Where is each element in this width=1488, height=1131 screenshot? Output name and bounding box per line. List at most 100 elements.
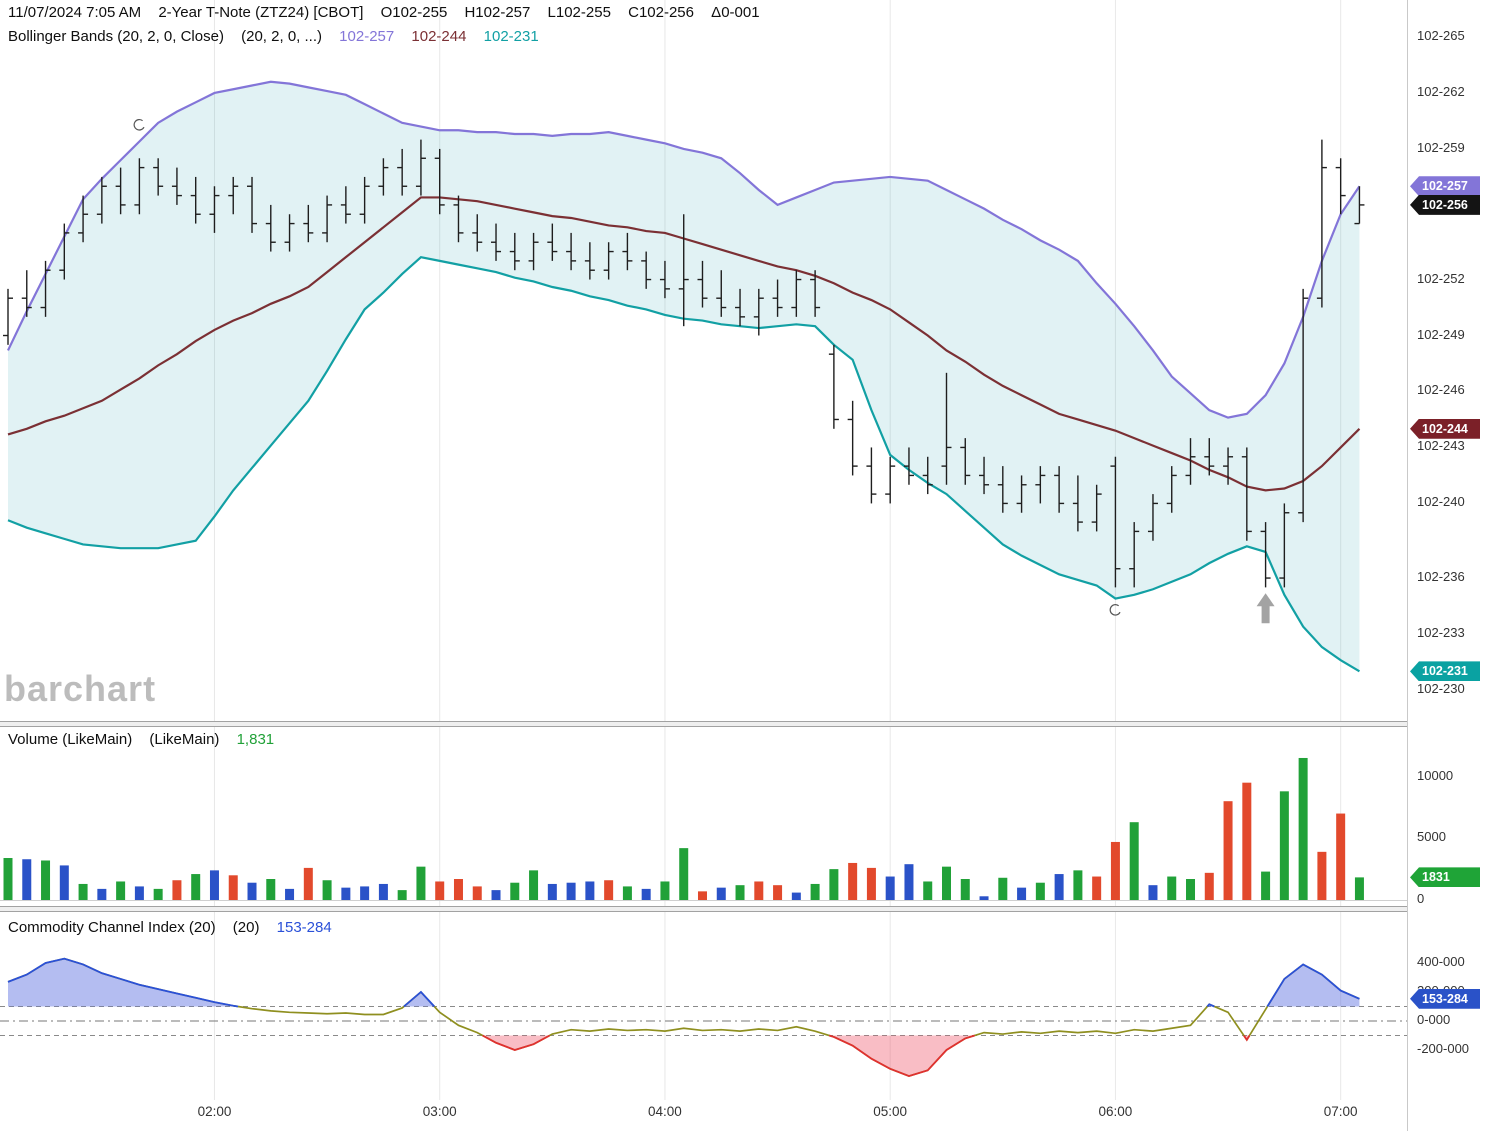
volume-bar xyxy=(848,862,858,900)
ohlc-bar xyxy=(678,214,689,327)
arc-marker xyxy=(1109,604,1121,616)
cci-line xyxy=(7,957,1360,1077)
cci-legend-params: (20) xyxy=(232,919,260,936)
ohlc-bar xyxy=(1316,139,1327,308)
ohlc-bar xyxy=(472,214,483,252)
volume-bar xyxy=(1336,813,1346,900)
quote-symbol: 2-Year T-Note (ZTZ24) [CBOT] xyxy=(158,4,364,21)
price-tick-label: 102-243 xyxy=(1417,438,1465,454)
bollinger-legend: Bollinger Bands (20, 2, 0, Close) (20, 2… xyxy=(8,28,552,45)
volume-bar xyxy=(1110,841,1120,900)
bollinger-upper-line xyxy=(7,80,1361,419)
volume-bar xyxy=(735,885,745,900)
time-label: 07:00 xyxy=(1323,1104,1358,1119)
volume-bar xyxy=(209,870,219,900)
volume-bar xyxy=(660,881,670,900)
ohlc-bar xyxy=(190,176,201,224)
ohlc-bar xyxy=(1279,503,1290,588)
volume-bar xyxy=(547,883,557,900)
ohlc-bar xyxy=(509,232,520,271)
ohlc-bar xyxy=(134,158,145,215)
volume-bar xyxy=(529,870,539,900)
ohlc-bar xyxy=(1091,484,1102,532)
panel-separator xyxy=(0,721,1488,727)
price-badge-purple: 102-257 xyxy=(1410,176,1480,197)
volume-bar xyxy=(1317,851,1327,900)
ohlc-bar xyxy=(1260,522,1271,588)
volume-badge: 1831 xyxy=(1410,867,1480,888)
ohlc-bar xyxy=(659,260,670,299)
ohlc-bar xyxy=(716,270,727,317)
volume-bar xyxy=(41,860,51,900)
cci-tick-label: -200-000 xyxy=(1417,1041,1470,1056)
volume-bar xyxy=(228,875,238,900)
ohlc-bar xyxy=(284,214,295,252)
ohlc-bar xyxy=(997,466,1008,513)
cci-oversold-fill xyxy=(482,1035,550,1050)
cci-oversold-fill xyxy=(829,1035,975,1077)
ohlc-bar xyxy=(209,186,220,233)
volume-bar xyxy=(285,888,295,900)
ohlc-bar xyxy=(265,204,276,252)
volume-bar xyxy=(59,865,69,900)
volume-bar xyxy=(97,888,107,900)
ohlc-bar xyxy=(885,456,896,504)
volume-bar xyxy=(491,890,501,900)
ohlc-bar xyxy=(1354,186,1365,225)
volume-bar xyxy=(829,869,839,900)
volume-bar xyxy=(322,880,332,900)
ohlc-bar xyxy=(1054,466,1065,513)
ohlc-bar xyxy=(153,158,164,196)
bollinger-legend-params: (20, 2, 0, ...) xyxy=(241,28,322,45)
volume-bar xyxy=(1242,782,1252,900)
ohlc-bar xyxy=(491,223,502,261)
volume-bar xyxy=(360,886,370,900)
ohlc-bar xyxy=(397,148,408,196)
volume-bar xyxy=(641,888,651,900)
volume-chart-canvas[interactable] xyxy=(0,727,1407,907)
volume-bar xyxy=(566,882,576,900)
volume-bar xyxy=(942,866,951,900)
volume-bar xyxy=(153,888,163,900)
volume-bar xyxy=(1054,874,1064,900)
volume-bar xyxy=(3,858,13,900)
ohlc-bar xyxy=(415,139,426,196)
ohlc-bar xyxy=(1223,447,1234,485)
price-tick-label: 102-265 xyxy=(1417,28,1465,43)
cci-line-overbought xyxy=(403,990,436,1008)
ohlc-bar xyxy=(810,270,821,317)
ohlc-bar xyxy=(96,176,107,224)
quote-high: H102-257 xyxy=(464,4,531,21)
ohlc-bar xyxy=(941,372,952,485)
ohlc-bar xyxy=(340,186,351,224)
cci-tick-label: 400-000 xyxy=(1417,954,1465,969)
volume-bar xyxy=(1073,870,1083,900)
volume-bar xyxy=(1223,801,1233,900)
volume-tick-label: 5000 xyxy=(1417,829,1446,845)
ohlc-bar xyxy=(3,288,13,345)
up-arrow-marker xyxy=(1256,593,1275,624)
volume-bar xyxy=(435,881,445,900)
volume-bar xyxy=(791,892,801,900)
price-chart-canvas[interactable] xyxy=(0,0,1407,722)
volume-bar xyxy=(378,883,388,900)
volume-tick-label: 0 xyxy=(1417,891,1425,906)
arc-marker xyxy=(133,118,145,131)
quote-close: C102-256 xyxy=(628,4,694,21)
ohlc-bar xyxy=(566,232,577,271)
price-tick-label: 102-252 xyxy=(1417,270,1465,286)
cci-line-oversold xyxy=(482,1034,551,1051)
ohlc-bar xyxy=(1072,475,1083,532)
ohlc-bar xyxy=(772,279,783,317)
price-badge-teal: 102-231 xyxy=(1410,661,1480,682)
price-tick-label: 102-230 xyxy=(1417,680,1465,696)
cci-chart-canvas[interactable] xyxy=(0,912,1407,1100)
ohlc-bar xyxy=(1035,466,1046,504)
price-tick-label: 102-259 xyxy=(1417,139,1465,155)
volume-bar xyxy=(22,859,32,900)
bollinger-lower-value: 102-231 xyxy=(483,28,539,45)
volume-bar xyxy=(1204,872,1214,900)
bollinger-upper-value: 102-257 xyxy=(339,28,395,45)
ohlc-bar xyxy=(115,167,126,215)
volume-bar xyxy=(998,877,1008,900)
